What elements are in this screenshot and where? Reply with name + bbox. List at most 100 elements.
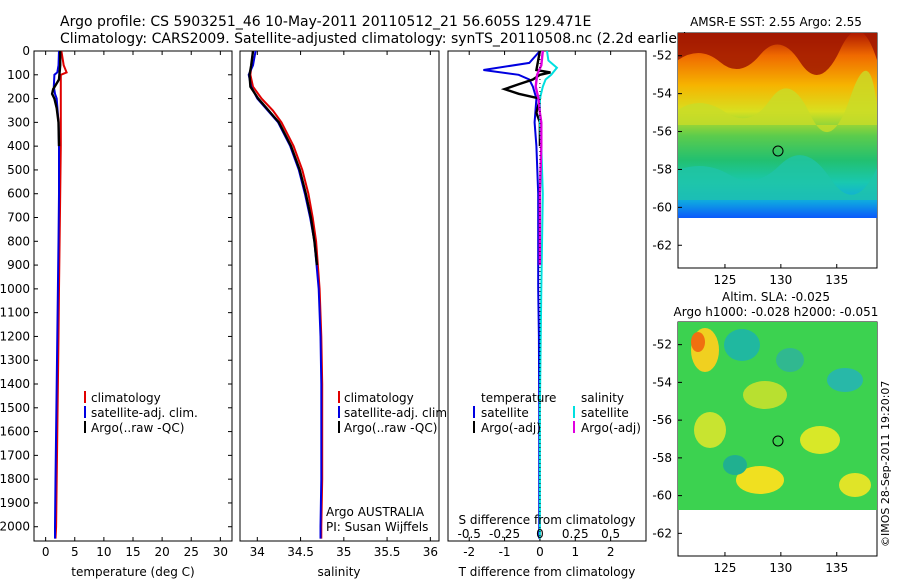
sst-map-panel: AMSR-E SST: 2.55 Argo: 2.55 1 [652,15,878,287]
depth-tick-label: 1400 [0,377,30,391]
legend-swatch-climatology [84,391,86,403]
sst-mid-band [678,70,877,133]
legend-satellite: satellite-adj. clim. [91,406,198,420]
series-line-satellite-adj-clim- [52,50,60,539]
x-tick-label: 35 [336,545,351,559]
sst-cool-band [678,155,877,200]
difference-xaxis: -2 -1 0 1 2 [463,51,614,559]
salinity-series [247,50,324,539]
map-x-tick-label: 135 [825,561,848,575]
depth-tick-label: 800 [7,234,30,248]
sla-low-eddy [776,348,804,372]
series-line-temperature-argo-adj- [500,50,551,147]
difference-panel: -2 -1 0 1 2 S difference from climatology -0… [447,50,647,579]
map-x-tick-label: 125 [714,273,737,287]
x-tick-label: -2 [463,545,475,559]
x-tick-label: 35.5 [374,545,401,559]
x-tick-label: 1 [571,545,579,559]
depth-tick-label: 2000 [0,520,30,534]
depth-tick-label: 1000 [0,282,30,296]
temperature-xaxis: 0 5 10 15 20 25 30 [42,51,228,559]
x-tick-label: 30 [213,545,228,559]
s-difference-xlabel: S difference from climatology [459,513,636,527]
depth-tick-label: 600 [7,187,30,201]
legend-argo: Argo(..raw -QC) [344,421,437,435]
series-line-argo-raw-qc- [50,51,62,147]
series-line-temperature-satellite [483,50,541,539]
map-x-tick-label: 130 [769,273,792,287]
x-tick-label: 36 [423,545,438,559]
sla-high-eddy [691,332,705,352]
s-diff-tick-label: 0.25 [562,527,589,541]
sla-low-eddy [723,455,747,475]
x-tick-label: 0 [42,545,50,559]
depth-tick-label: 1800 [0,472,30,486]
sla-high-eddy [839,473,871,497]
map-x-tick-label: 125 [714,561,737,575]
temperature-xlabel: temperature (deg C) [71,565,194,579]
legend-climatology: climatology [344,391,414,405]
x-tick-label: 25 [184,545,199,559]
map-y-tick-label: -52 [652,49,672,63]
legend-swatch-s-argo [573,421,575,433]
sla-high-eddy [800,426,840,454]
x-tick-label: 2 [607,545,615,559]
depth-tick-label: 700 [7,211,30,225]
difference-legend: temperature satellite Argo(-adj) salinit… [473,391,641,435]
x-tick-label: 15 [125,545,140,559]
s-diff-tick-label: 0.5 [601,527,620,541]
map-y-tick-label: -58 [652,451,672,465]
map-y-tick-label: -62 [652,526,672,540]
map-y-tick-label: -60 [652,489,672,503]
imos-credit: ©IMOS 28-Sep-2011 19:20:07 [879,381,892,547]
salinity-axes [239,50,440,542]
map-y-tick-label: -62 [652,238,672,252]
legend-swatch-argo [84,421,86,433]
depth-tick-label: 1100 [0,306,30,320]
legend-swatch-satellite [338,406,340,418]
x-tick-label: 34.5 [287,545,314,559]
depth-tick-label: 1300 [0,353,30,367]
depth-tick-label: 1700 [0,448,30,462]
depth-tick-label: 1900 [0,496,30,510]
legend-swatch-argo [338,421,340,433]
legend-salinity-heading: salinity [581,391,624,405]
depth-tick-label: 1200 [0,329,30,343]
legend-swatch-t-satellite [473,406,475,418]
series-line-salinity-argo-adj- [534,50,544,266]
salinity-xaxis: 34 34.5 35 35.5 36 [250,51,438,559]
temperature-axes [33,50,233,542]
x-tick-label: 34 [250,545,265,559]
figure-subtitle: Climatology: CARS2009. Satellite-adjuste… [60,31,688,47]
difference-axes [447,50,647,542]
map-y-tick-label: -54 [652,375,672,389]
temperature-panel: 0100200300400500600700800900100011001200… [0,44,646,579]
s-diff-tick-label: 0 [536,527,544,541]
depth-tick-label: 900 [7,258,30,272]
depth-tick-label: 500 [7,163,30,177]
depth-tick-label: 400 [7,139,30,153]
legend-s-argo: Argo(-adj) [581,421,641,435]
map-y-tick-label: -52 [652,338,672,352]
s-diff-tick-label: -0.5 [458,527,481,541]
sla-high-eddy [743,381,787,409]
difference-series [483,50,559,541]
sst-map-title: AMSR-E SST: 2.55 Argo: 2.55 [690,15,862,29]
map-x-tick-label: 135 [825,273,848,287]
s-difference-ticks: -0.5 -0.25 0 0.25 0.5 [458,527,621,541]
sla-low-eddy [724,329,760,361]
x-tick-label: 10 [96,545,111,559]
sst-argo-location [772,145,784,157]
map-x-tick-label: 130 [769,561,792,575]
depth-tick-label: 1500 [0,401,30,415]
sla-map-panel: Altim. SLA: -0.025 Argo h1000: -0.028 h2… [652,290,878,575]
sst-axes: 125 130 135 -52 -54 -56 -58 -60 -62 [652,49,848,287]
sla-map-subtitle: Argo h1000: -0.028 h2000: -0.051 [674,305,879,319]
sla-map-title: Altim. SLA: -0.025 [722,290,830,304]
figure-title: Argo profile: CS 5903251_46 10-May-2011 … [60,14,591,30]
x-tick-label: 20 [154,545,169,559]
argo-pi-label: PI: Susan Wijffels [326,520,428,534]
x-tick-label: -1 [499,545,511,559]
legend-t-argo: Argo(-adj) [481,421,541,435]
